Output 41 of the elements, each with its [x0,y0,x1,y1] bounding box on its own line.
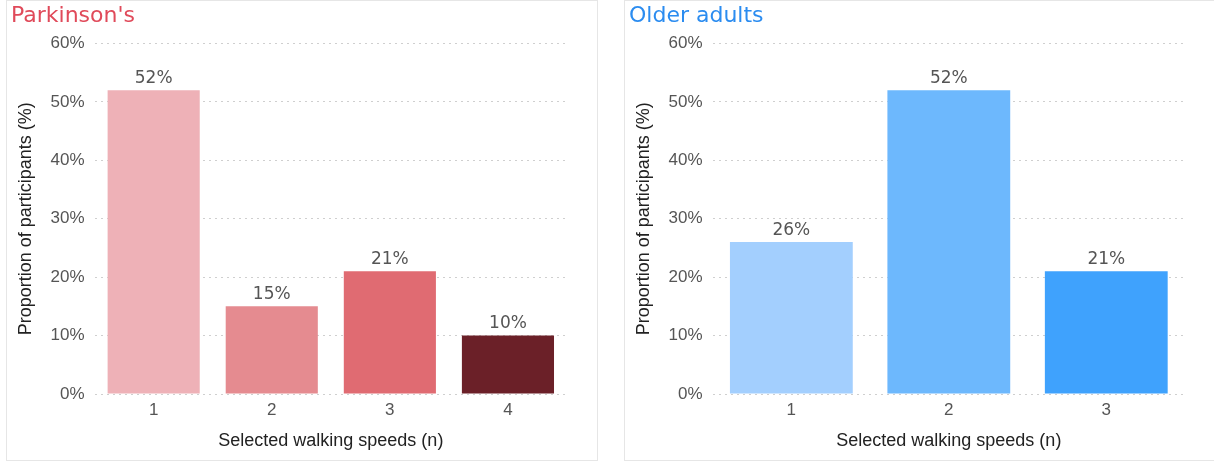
y-tick-label: 60% [668,33,703,53]
y-tick-label: 20% [50,266,85,286]
chart-title: Older adults [629,1,764,27]
y-tick-label: 10% [50,325,85,345]
data-label: 15% [252,283,291,304]
chart-title: Parkinson's [11,1,135,27]
data-label: 21% [1087,248,1126,269]
y-tick-label: 30% [668,208,703,228]
y-tick-label: 50% [50,91,85,111]
y-tick-label: 0% [60,383,85,403]
y-tick-label: 10% [668,325,703,345]
y-axis-title: Proportion of participants (%) [14,102,35,336]
bar [461,335,555,394]
bar [887,90,1011,394]
bar [729,242,853,394]
data-label: 52% [929,67,968,88]
data-label: 21% [370,248,409,269]
bar [225,306,318,394]
x-axis-title: Selected walking speeds (n) [836,430,1062,451]
bar [107,90,200,394]
x-tick-label: 2 [267,399,277,419]
data-label: 10% [489,312,527,333]
x-tick-label: 3 [385,399,395,419]
x-tick-label: 1 [148,399,159,419]
data-label: 26% [772,219,811,239]
data-label: 52% [134,67,173,88]
bar [1044,271,1168,394]
bar [343,271,436,394]
x-tick-label: 3 [1101,399,1112,419]
y-tick-label: 60% [50,33,85,53]
x-axis-title: Selected walking speeds (n) [218,430,444,451]
y-tick-label: 20% [668,266,703,286]
y-tick-label: 0% [678,383,703,403]
y-tick-label: 40% [668,149,703,169]
x-tick-label: 4 [503,399,513,419]
y-tick-label: 50% [668,91,703,111]
y-tick-label: 30% [50,208,85,228]
x-tick-label: 1 [786,399,797,419]
x-tick-label: 2 [944,399,954,419]
y-tick-label: 40% [50,149,85,169]
y-axis-title: Proportion of participants (%) [632,102,653,336]
